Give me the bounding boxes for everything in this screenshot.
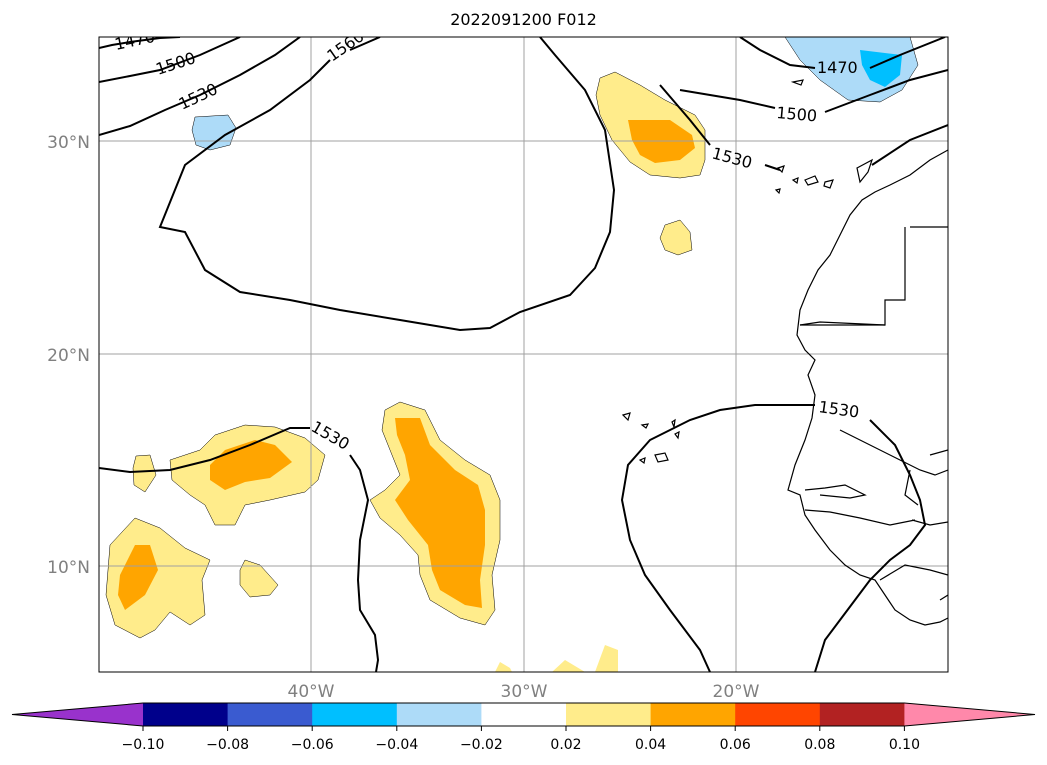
colorbar-swatch [396,703,482,726]
lat-label: 10°N [47,558,90,578]
map-title: 2022091200 F012 [450,10,597,29]
colorbar-tick-label: −0.02 [460,737,503,753]
map-frame [98,36,949,673]
colorbar-tick-label: −0.06 [291,737,334,753]
colorbar-tick-label: −0.04 [375,737,418,753]
map-area: 1470 1500 1530 1560 1470 1500 1530 1530 … [99,26,948,672]
lat-label: 30°N [47,133,90,153]
geopotential-contours [99,37,948,672]
contour-label: 1500 [776,103,818,125]
lon-label: 30°W [501,682,548,702]
colorbar-tick-label: −0.10 [122,737,165,753]
colorbar-tick-label: 0.02 [550,737,581,753]
colorbar-swatch [735,703,821,726]
colorbar-tick-label: −0.08 [206,737,249,753]
coastlines [787,149,948,626]
colorbar-swatch [143,703,229,726]
contour-label: 1500 [153,48,198,79]
lon-labels: 40°W 30°W 20°W [288,682,760,702]
colorbar-tick-label: 0.08 [804,737,835,753]
colorbar-tick-label: 0.06 [720,737,751,753]
colorbar-swatch [312,703,398,726]
colorbar-swatch [566,703,652,726]
colorbar-tick-label: 0.10 [889,737,920,753]
lon-label: 40°W [288,682,335,702]
lon-label: 20°W [713,682,760,702]
contour-label: 1530 [176,79,221,113]
contour-label: 1470 [113,27,157,54]
contour-label: 1530 [817,397,860,421]
colorbar-tick-label: 0.04 [635,737,666,753]
shaded-anomaly-fields [105,37,919,672]
colorbar-swatch [650,703,736,726]
lat-labels: 30°N 20°N 10°N [47,133,90,578]
graticule [99,37,948,672]
lat-label: 20°N [47,346,90,366]
colorbar-extension-min [12,703,143,726]
colorbar: −0.10 −0.08 −0.06 −0.04 −0.02 0.02 0.04 0.06 0.0… [11,702,1036,753]
contour-label: 1470 [817,58,858,77]
contour-labels: 1470 1500 1530 1560 1470 1500 1530 1530 … [113,26,861,454]
colorbar-extension-max [904,703,1035,726]
contour-label: 1560 [323,26,367,65]
colorbar-swatch [227,703,313,726]
colorbar-swatch [481,703,567,726]
colorbar-swatch [819,703,905,726]
contour-label: 1530 [710,144,754,173]
